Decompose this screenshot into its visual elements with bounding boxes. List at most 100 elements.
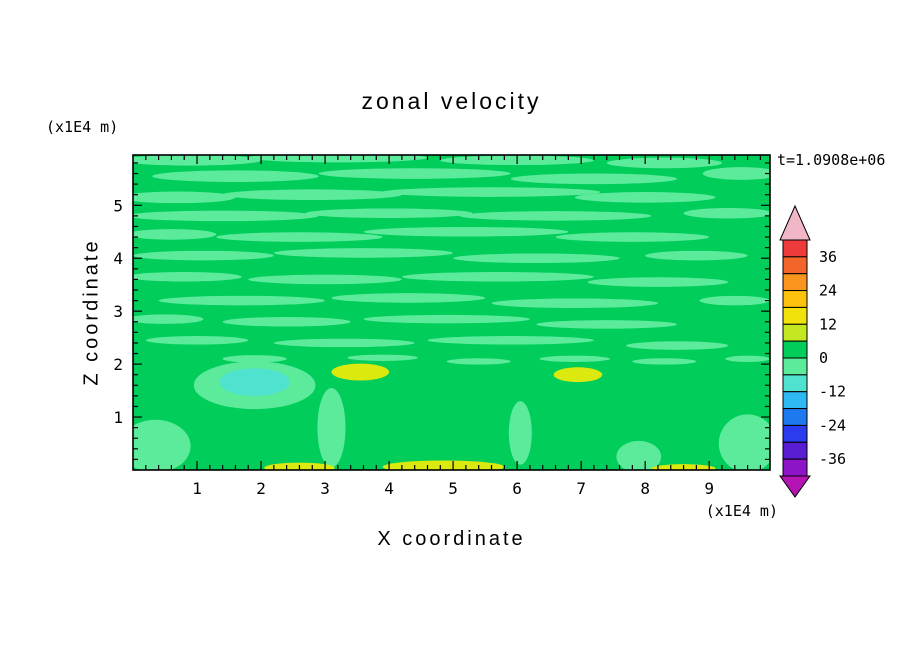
timestamp-label: t=1.0908e+06	[777, 151, 886, 169]
contour-blob	[632, 358, 697, 365]
colorbar: 36 24 12 0 -12 -24 -36	[779, 204, 846, 498]
contour-blob	[363, 227, 569, 237]
contour-blob	[273, 338, 415, 348]
plot-frame	[132, 154, 771, 471]
contour-blob	[510, 173, 678, 185]
colorbar-band	[782, 306, 808, 325]
contour-blob	[587, 277, 729, 287]
x-tick-label: 4	[384, 479, 394, 498]
colorbar-band	[782, 239, 808, 258]
contour-blob	[363, 314, 530, 324]
x-tick-label: 7	[576, 479, 586, 498]
contour-blob	[133, 419, 191, 470]
contour-blob	[222, 317, 351, 327]
contour-blob	[305, 208, 473, 218]
contour-blob	[331, 293, 486, 303]
contour-blob	[555, 232, 710, 242]
contour-blob	[725, 355, 770, 362]
colorbar-band	[782, 441, 808, 460]
x-axis-units-label: (x1E4 m)	[705, 502, 778, 520]
colorbar-label: 12	[819, 315, 837, 333]
contour-blob	[508, 401, 532, 465]
z-tick-label: 4	[113, 249, 123, 268]
contour-blob	[574, 192, 716, 203]
contour-blob	[702, 167, 770, 180]
x-tick-label: 3	[320, 479, 330, 498]
contour-blob	[133, 155, 262, 166]
colorbar-label: 0	[819, 349, 828, 367]
colorbar-label: -12	[819, 383, 846, 401]
contour-blob	[347, 354, 418, 361]
x-axis-title: X coordinate	[377, 528, 526, 550]
contour-blob	[699, 295, 770, 306]
colorbar-band	[782, 408, 808, 426]
colorbar-band	[782, 458, 808, 477]
colorbar-band	[782, 374, 808, 393]
colorbar-label: 24	[819, 282, 837, 300]
contour-blob	[553, 367, 603, 383]
contour-blob	[222, 189, 402, 201]
z-tick-label: 5	[113, 196, 123, 215]
contour-field	[133, 155, 770, 470]
contour-blob	[606, 157, 722, 169]
contour-blob	[133, 210, 319, 222]
contour-blob	[616, 440, 662, 470]
colorbar-label: 36	[819, 248, 837, 266]
contour-blob	[427, 336, 594, 345]
colorbar-band	[782, 340, 808, 359]
contour-blob	[318, 168, 511, 179]
contour-blob	[273, 248, 454, 258]
x-tick-label: 2	[256, 479, 266, 498]
z-tick-label: 1	[113, 408, 123, 427]
x-tick-label: 6	[512, 479, 522, 498]
z-tick-label: 3	[113, 302, 123, 321]
colorbar-label: -24	[819, 416, 846, 434]
contour-blob	[459, 211, 652, 221]
colorbar-bottom-arrow	[779, 475, 811, 498]
contour-blob	[317, 387, 346, 468]
z-axis-units-label: (x1E4 m)	[46, 118, 119, 136]
contour-blob	[133, 229, 217, 240]
x-tick-label: 8	[640, 479, 650, 498]
x-tick-label: 5	[448, 479, 458, 498]
colorbar-top-arrow	[779, 204, 811, 241]
contour-blob	[536, 320, 678, 329]
contour-blob	[222, 355, 287, 363]
z-tick-label: 2	[113, 355, 123, 374]
contour-blob	[158, 295, 326, 306]
colorbar-band	[782, 290, 808, 308]
colorbar-band	[782, 323, 808, 342]
contour-blob	[382, 460, 505, 470]
contour-blob	[133, 191, 236, 204]
x-tick-label: 1	[192, 479, 202, 498]
colorbar-band	[782, 424, 808, 443]
contour-blob	[382, 187, 601, 197]
axis-ticks	[133, 155, 770, 470]
colorbar-band	[782, 357, 808, 376]
contour-blob	[401, 272, 594, 282]
contour-blob	[152, 170, 319, 182]
contour-blob	[133, 272, 242, 282]
contour-blob	[248, 274, 402, 285]
chart-title: zonal velocity	[361, 88, 542, 114]
colorbar-band	[782, 391, 808, 410]
contour-blob	[683, 207, 770, 219]
contour-blob	[145, 336, 249, 345]
contour-blob	[446, 358, 511, 365]
contour-blob	[133, 250, 274, 261]
contour-blob	[718, 414, 770, 470]
field-background	[133, 155, 770, 470]
contour-blob	[539, 355, 610, 362]
contour-blob	[645, 250, 748, 261]
colorbar-band	[782, 256, 808, 275]
contour-blob	[625, 341, 729, 350]
contour-blob	[133, 314, 204, 324]
contour-blob	[453, 253, 620, 263]
contour-blob	[216, 232, 383, 242]
colorbar-label: -36	[819, 450, 846, 468]
contour-blob	[491, 298, 658, 308]
x-tick-label: 9	[704, 479, 714, 498]
contour-blob	[219, 368, 290, 396]
